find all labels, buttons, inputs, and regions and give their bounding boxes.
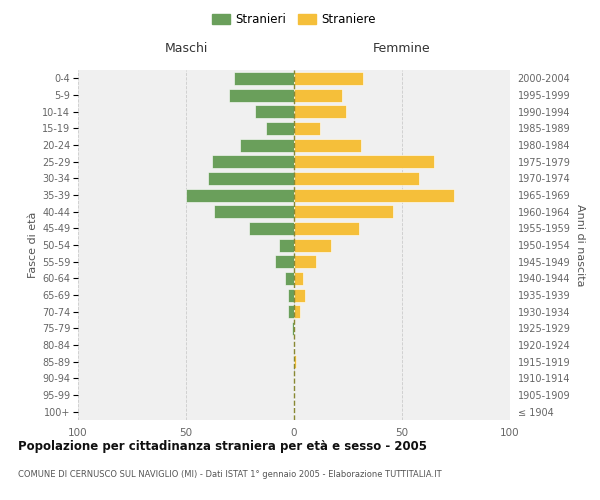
Bar	[208, 172, 294, 185]
Bar	[275, 255, 294, 268]
Bar	[294, 205, 394, 218]
Bar	[294, 88, 341, 102]
Y-axis label: Fasce di età: Fasce di età	[28, 212, 38, 278]
Bar	[294, 138, 361, 151]
Bar	[294, 155, 434, 168]
Text: Femmine: Femmine	[373, 42, 431, 55]
Bar	[294, 288, 305, 302]
Bar	[294, 238, 331, 252]
Bar	[294, 255, 316, 268]
Bar	[186, 188, 294, 202]
Bar	[294, 188, 454, 202]
Bar	[229, 88, 294, 102]
Bar	[294, 355, 296, 368]
Bar	[214, 205, 294, 218]
Bar	[233, 72, 294, 85]
Bar	[294, 72, 363, 85]
Bar	[248, 222, 294, 235]
Bar	[294, 222, 359, 235]
Bar	[279, 238, 294, 252]
Bar	[292, 322, 294, 335]
Bar	[287, 288, 294, 302]
Bar	[286, 272, 294, 285]
Y-axis label: Anni di nascita: Anni di nascita	[575, 204, 584, 286]
Bar	[255, 105, 294, 118]
Bar	[294, 305, 301, 318]
Text: COMUNE DI CERNUSCO SUL NAVIGLIO (MI) - Dati ISTAT 1° gennaio 2005 - Elaborazione: COMUNE DI CERNUSCO SUL NAVIGLIO (MI) - D…	[18, 470, 442, 479]
Text: Maschi: Maschi	[164, 42, 208, 55]
Bar	[294, 105, 346, 118]
Legend: Stranieri, Straniere: Stranieri, Straniere	[212, 13, 376, 26]
Bar	[294, 272, 302, 285]
Text: Popolazione per cittadinanza straniera per età e sesso - 2005: Popolazione per cittadinanza straniera p…	[18, 440, 427, 453]
Bar	[294, 172, 419, 185]
Bar	[212, 155, 294, 168]
Bar	[266, 122, 294, 135]
Bar	[287, 305, 294, 318]
Bar	[240, 138, 294, 151]
Bar	[294, 122, 320, 135]
